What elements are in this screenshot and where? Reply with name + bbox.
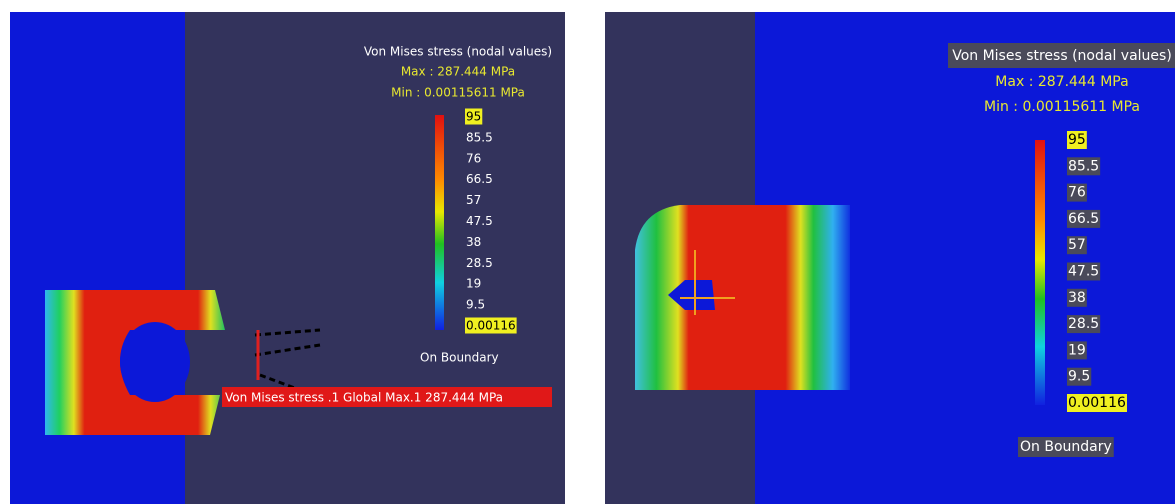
scale-label: 0.00116 <box>1068 395 1126 411</box>
legend-min: Min : 0.00115611 MPa <box>391 86 525 100</box>
scale-label: 9.5 <box>466 298 485 312</box>
scale-label: 47.5 <box>466 214 493 228</box>
legend-title: Von Mises stress (nodal values) <box>952 48 1172 64</box>
legend-title: Von Mises stress (nodal values) <box>364 45 552 59</box>
scale-label: 85.5 <box>1068 158 1099 174</box>
scale-label: 76 <box>1068 185 1086 201</box>
scale-label: 76 <box>466 151 481 165</box>
legend-max: Max : 287.444 MPa <box>995 74 1128 90</box>
scale-label: 66.5 <box>1068 211 1099 227</box>
scale-label: 95 <box>1068 132 1086 148</box>
scale-label: 38 <box>1068 290 1086 306</box>
scale-label: 85.5 <box>466 130 493 144</box>
annotation: Von Mises stress .1 Global Max.1 287.444… <box>225 391 503 405</box>
scale-label: 66.5 <box>466 172 493 186</box>
scale-label: 19 <box>466 277 481 291</box>
scale-label: 57 <box>1068 237 1086 253</box>
scale-label: 28.5 <box>1068 316 1099 332</box>
boundary-label: On Boundary <box>1020 439 1112 455</box>
scale-label: 19 <box>1068 342 1086 358</box>
scale-label: 47.5 <box>1068 264 1099 280</box>
scale-label: 9.5 <box>1068 369 1090 385</box>
scale-label: 0.00116 <box>466 319 516 333</box>
legend-min: Min : 0.00115611 MPa <box>984 99 1140 115</box>
scale-label: 28.5 <box>466 256 493 270</box>
scale-label: 38 <box>466 235 481 249</box>
legend-max: Max : 287.444 MPa <box>401 65 515 79</box>
scale-label: 57 <box>466 193 481 207</box>
screenshot: Von Mises stress (nodal values) Max : 287… <box>0 0 1175 504</box>
scale-label: 95 <box>466 110 481 124</box>
boundary-label: On Boundary <box>420 351 499 365</box>
